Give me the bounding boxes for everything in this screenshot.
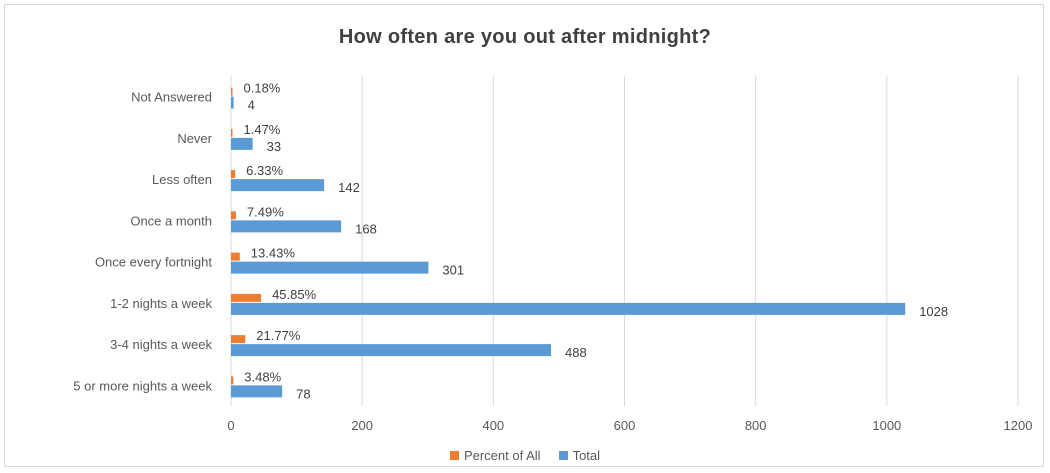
bar-total (231, 179, 325, 192)
bar-total (231, 137, 253, 150)
bar-total (231, 302, 906, 315)
category-label: Less often (152, 172, 212, 187)
x-tick-label: 1000 (872, 418, 901, 433)
x-tick-label: 0 (227, 418, 234, 433)
bar-percent (231, 128, 233, 137)
bar-percent (231, 293, 262, 302)
legend-swatch-total (558, 451, 568, 460)
bar-total (231, 344, 552, 357)
chart-frame (4, 4, 1044, 467)
bar-total (231, 220, 342, 233)
legend-label-total: Total (572, 448, 601, 463)
category-label: Not Answered (131, 90, 212, 105)
data-label-percent: 6.33% (246, 163, 283, 178)
data-label-percent: 0.18% (244, 81, 281, 96)
category-label: Never (177, 131, 212, 146)
legend-swatch-percent (449, 451, 459, 460)
bar-percent (231, 376, 234, 385)
legend-item-total: Total (558, 448, 601, 463)
category-label: 1-2 nights a week (110, 296, 212, 311)
bar-total (231, 261, 429, 274)
x-tick-label: 200 (351, 418, 373, 433)
bar-percent (231, 170, 236, 179)
category-label: Once a month (130, 213, 212, 228)
data-label-percent: 1.47% (244, 122, 281, 137)
data-label-total: 142 (338, 180, 360, 195)
data-label-total: 1028 (919, 304, 948, 319)
legend-item-percent: Percent of All (449, 448, 541, 463)
category-label: Once every fortnight (95, 255, 212, 270)
x-tick-label: 400 (482, 418, 504, 433)
data-label-total: 78 (296, 386, 310, 401)
category-label: 5 or more nights a week (73, 378, 212, 393)
bar-percent (231, 211, 236, 220)
bar-total (231, 96, 234, 109)
bar-total (231, 385, 283, 398)
data-label-percent: 7.49% (247, 204, 284, 219)
legend: Percent of All Total (0, 448, 1050, 463)
data-label-total: 168 (355, 221, 377, 236)
data-label-percent: 21.77% (256, 328, 301, 343)
data-label-total: 4 (248, 98, 255, 113)
bar-percent (231, 335, 246, 344)
x-tick-label: 1200 (1004, 418, 1033, 433)
data-label-percent: 45.85% (272, 287, 317, 302)
data-label-total: 301 (442, 263, 464, 278)
chart-title: How often are you out after midnight? (338, 26, 712, 48)
x-tick-label: 800 (745, 418, 767, 433)
bar-percent (231, 87, 233, 96)
data-label-total: 33 (267, 139, 281, 154)
data-label-percent: 13.43% (251, 246, 296, 261)
data-label-percent: 3.48% (244, 369, 281, 384)
bar-percent (231, 252, 240, 261)
legend-label-percent: Percent of All (463, 448, 541, 463)
category-label: 3-4 nights a week (110, 337, 212, 352)
data-label-total: 488 (565, 345, 587, 360)
x-tick-label: 600 (614, 418, 636, 433)
